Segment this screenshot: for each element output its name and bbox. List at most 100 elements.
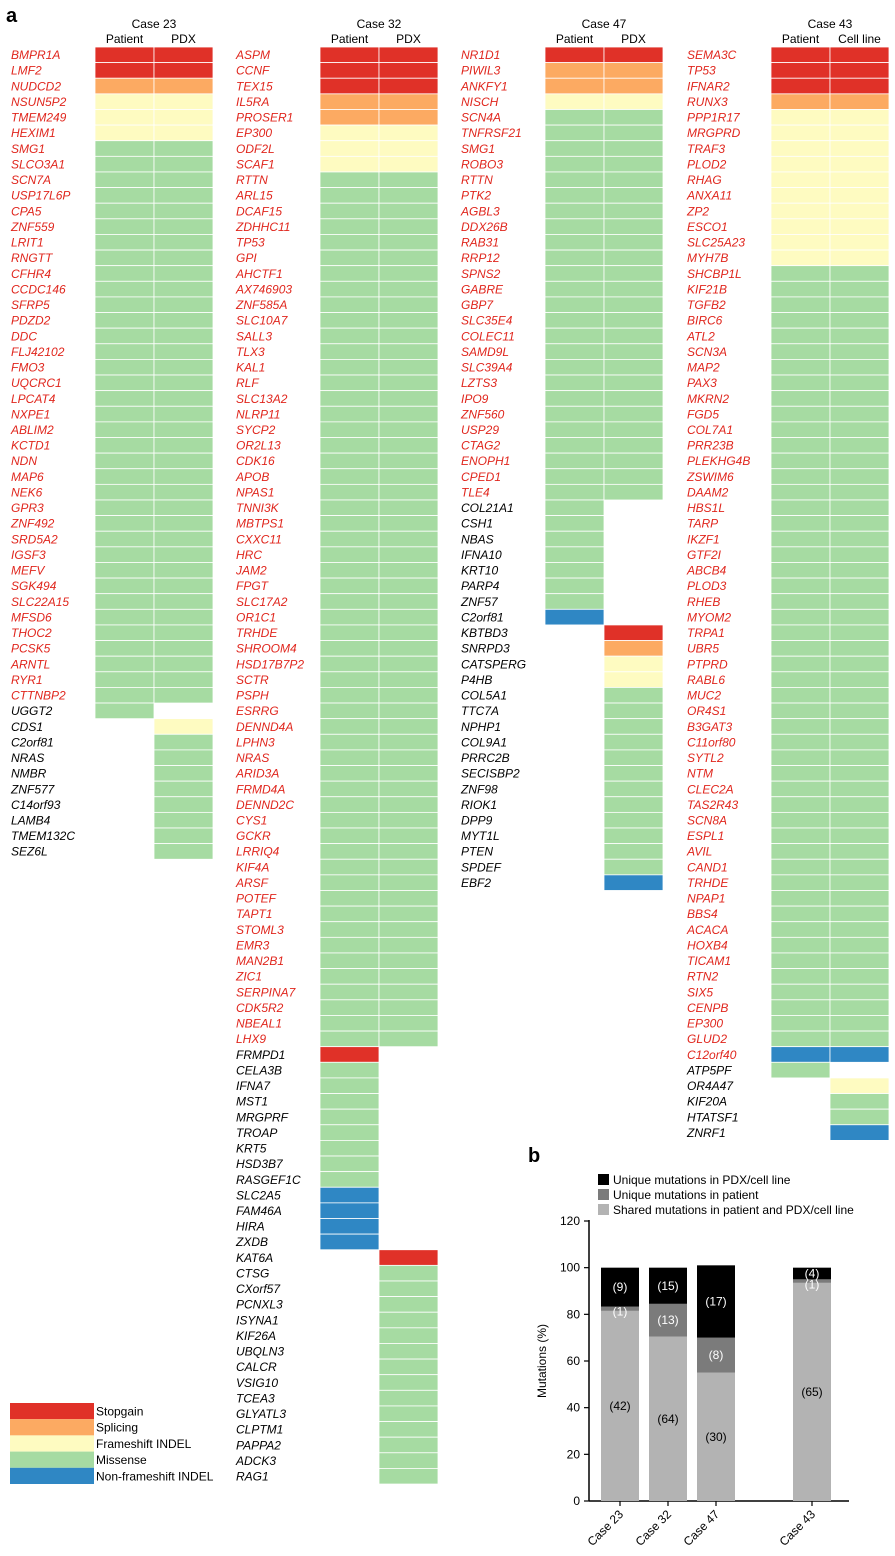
gene-label: DAAM2 [687,485,729,499]
bar-segment [793,1282,831,1501]
legend-label-missense: Missense [96,1453,147,1467]
mutation-cell [378,874,439,891]
mutation-cell [770,608,831,626]
mutation-cell [544,46,605,64]
gene-label: HSD17B7P2 [236,657,304,671]
gene-label: IL5RA [236,95,269,109]
mutation-cell [829,374,890,392]
mutation-cell [378,280,439,298]
mutation-cell [603,718,664,735]
mutation-cell [153,530,214,548]
gene-label: EP300 [687,1017,723,1031]
mutation-cell [378,343,439,360]
mutation-cell [153,452,214,470]
column-label: Patient [331,32,369,46]
gene-label: KIF4A [236,860,269,874]
mutation-cell [94,390,155,407]
mutation-cell [94,608,155,626]
mutation-cell [319,140,380,157]
gene-label: EMR3 [236,938,270,952]
gene-label: ZIC1 [235,970,262,984]
mutation-cell [319,546,380,563]
gene-label: TRHDE [687,876,729,890]
mutation-cell [544,499,605,517]
mutation-cell [770,890,831,907]
gene-label: COLEC11 [461,329,515,343]
mutation-cell [829,249,890,267]
mutation-cell [603,796,664,813]
legend-label-nonframeshift: Non-frameshift INDEL [96,1469,214,1483]
mutation-cell [378,1468,439,1485]
gene-label: PPP1R17 [687,111,741,125]
mutation-cell [319,921,380,938]
mutation-cell [770,155,831,173]
gene-label: NBAS [461,532,494,546]
mutation-cell [153,687,214,704]
mutation-cell [153,374,214,392]
gene-label: HEXIM1 [11,126,56,140]
y-tick-label: 120 [560,1214,580,1228]
mutation-cell [378,655,439,673]
mutation-cell [770,577,831,595]
mutation-cell [770,858,831,876]
gene-label: PLOD2 [687,157,727,171]
gene-label: SFRP5 [11,298,50,312]
bar-count-label: (1) [613,1305,628,1319]
mutation-cell [378,1296,439,1313]
mutation-cell [770,624,831,641]
mutation-cell [319,77,380,95]
mutation-cell [544,280,605,298]
mutation-cell [603,171,664,188]
mutation-cell [319,171,380,188]
mutation-cell [829,405,890,423]
bar-count-label: (13) [657,1313,678,1327]
mutation-cell [153,218,214,235]
mutation-cell [153,155,214,173]
mutation-cell [770,202,831,220]
mutation-cell [319,890,380,907]
mutation-cell [319,421,380,438]
mutation-cell [378,437,439,454]
mutation-cell [153,62,214,79]
mutation-cell [319,187,380,204]
gene-label: ZXDB [235,1235,268,1249]
mutation-cell [378,499,439,517]
mutation-cell [378,1374,439,1391]
mutation-cell [770,171,831,188]
mutation-cell [378,1405,439,1422]
gene-label: SAMD9L [461,345,509,359]
gene-label: MAN2B1 [236,954,284,968]
mutation-cell [378,234,439,251]
mutation-cell [378,718,439,735]
mutation-cell [603,296,664,313]
gene-label: EP300 [236,126,272,140]
gene-label: LPCAT4 [11,392,56,406]
mutation-cell [544,124,605,142]
gene-label: ZNF560 [460,407,505,421]
mutation-cell [603,249,664,267]
mutation-cell [378,811,439,829]
mutation-cell [770,702,831,720]
mutation-cell [94,93,155,110]
mutation-cell [770,483,831,501]
gene-label: CDK5R2 [236,1001,284,1015]
mutation-cell [544,437,605,454]
mutation-cell [319,577,380,595]
mutation-cell [319,608,380,626]
mutation-cell [378,374,439,392]
gene-label: LPHN3 [236,735,275,749]
gene-label: TRAF3 [687,142,725,156]
mutation-cell [603,124,664,142]
mutation-cell [319,1155,380,1173]
gene-label: ARL15 [235,189,273,203]
gene-label: HBS1L [687,501,725,515]
mutation-cell [770,218,831,235]
mutation-cell [544,358,605,376]
gene-label: CPA5 [11,204,42,218]
mutation-cell [153,93,214,110]
gene-label: PRR23B [687,439,734,453]
mutation-cell [770,187,831,204]
mutation-cell [319,312,380,329]
